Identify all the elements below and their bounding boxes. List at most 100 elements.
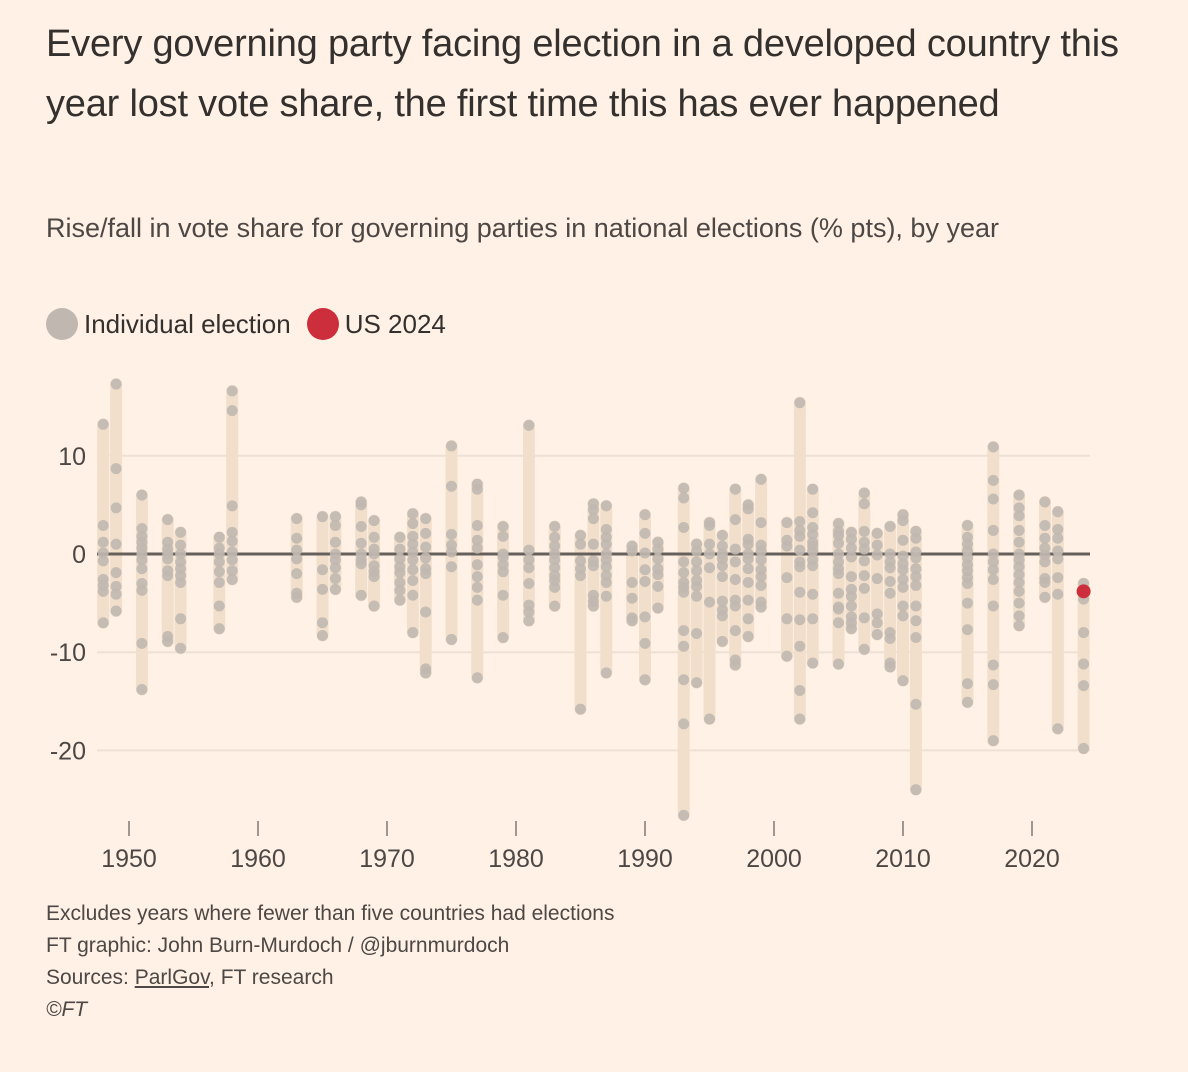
copyright: ©FT (46, 998, 88, 1021)
data-point-1975 (446, 546, 457, 558)
data-point-2010 (897, 581, 909, 593)
data-point-1958 (226, 565, 238, 577)
data-point-2019 (1013, 585, 1025, 597)
highlight-point-us-2024 (1076, 584, 1091, 599)
data-point-2005 (833, 529, 844, 541)
data-point-1957 (213, 566, 225, 578)
data-point-2019 (1013, 569, 1025, 581)
data-point-1965 (317, 583, 328, 595)
data-point-1993 (678, 521, 690, 533)
data-point-1971 (394, 584, 406, 596)
data-point-1990 (639, 575, 651, 587)
data-point-2011 (910, 579, 922, 591)
data-point-1968 (355, 558, 367, 570)
data-point-1999 (755, 579, 767, 591)
data-point-1991 (652, 569, 664, 581)
data-point-1991 (652, 543, 664, 555)
data-point-2007 (858, 525, 870, 537)
data-point-2017 (987, 679, 999, 691)
parlgov-link[interactable]: ParlGov (134, 966, 210, 989)
y-tick-label: 10 (58, 443, 86, 471)
legend-item-individual: Individual election (46, 308, 291, 340)
legend: Individual election US 2024 (46, 308, 462, 340)
data-point-2022 (1052, 723, 1064, 735)
data-point-1963 (291, 591, 303, 603)
data-point-2024 (1078, 658, 1090, 670)
data-point-1963 (291, 513, 303, 525)
data-point-1986 (587, 538, 599, 550)
data-point-1998 (742, 563, 754, 575)
data-point-1989 (626, 545, 638, 557)
data-point-2005 (833, 603, 844, 615)
data-point-2007 (858, 487, 870, 499)
data-point-1953 (162, 570, 174, 582)
data-point-2003 (807, 545, 819, 557)
data-point-1966 (329, 554, 341, 566)
footnote: Excludes years where fewer than five cou… (46, 902, 615, 925)
data-point-1994 (691, 580, 703, 592)
data-point-2005 (833, 518, 844, 530)
data-point-2017 (987, 524, 999, 536)
data-points (97, 378, 1090, 821)
data-point-2022 (1052, 506, 1064, 518)
data-point-2002 (794, 397, 806, 409)
legend-swatch-individual-icon (46, 308, 78, 340)
data-point-1975 (446, 440, 457, 452)
data-point-2009 (884, 661, 896, 673)
data-point-2005 (833, 658, 844, 670)
data-point-2002 (794, 684, 806, 696)
data-point-1995 (704, 596, 715, 608)
data-point-2015 (962, 624, 973, 636)
data-point-2011 (910, 552, 922, 564)
data-point-2011 (910, 615, 922, 627)
data-point-2017 (987, 441, 999, 453)
data-point-1979 (497, 566, 509, 578)
data-point-1957 (213, 600, 225, 612)
data-point-2022 (1052, 588, 1064, 600)
data-point-1966 (329, 573, 341, 585)
data-point-1987 (600, 538, 612, 550)
data-point-1987 (600, 590, 612, 602)
data-point-1971 (394, 531, 406, 543)
data-point-1996 (716, 595, 728, 607)
data-point-1972 (407, 627, 419, 639)
data-point-2002 (794, 516, 806, 528)
data-point-1996 (716, 610, 728, 622)
data-point-1963 (291, 568, 303, 580)
data-point-1998 (742, 538, 754, 550)
data-point-2010 (897, 515, 909, 527)
data-point-2019 (1013, 576, 1025, 588)
data-point-1975 (446, 480, 457, 492)
data-point-1948 (97, 547, 109, 559)
data-point-1983 (549, 521, 561, 533)
data-point-1997 (729, 659, 741, 671)
data-point-2015 (962, 696, 973, 708)
data-point-1994 (691, 545, 703, 557)
legend-label-us-2024: US 2024 (344, 308, 446, 339)
y-axis: 10 0 -10 -20 (50, 443, 86, 766)
data-point-1973 (420, 667, 432, 679)
data-point-1977 (471, 520, 483, 532)
data-point-2009 (884, 548, 896, 560)
data-point-2006 (845, 623, 857, 635)
data-point-2003 (807, 528, 819, 540)
data-point-1983 (549, 540, 561, 552)
data-point-1986 (587, 504, 599, 516)
data-point-1993 (678, 640, 690, 652)
data-point-1957 (213, 576, 225, 588)
data-point-1979 (497, 589, 509, 601)
data-point-1993 (678, 625, 690, 637)
data-point-2017 (987, 600, 999, 612)
data-point-2001 (781, 613, 793, 625)
data-point-1954 (175, 642, 187, 654)
data-point-2021 (1039, 520, 1051, 532)
data-point-2003 (807, 613, 819, 625)
data-point-1977 (471, 542, 483, 554)
highlight-point-group (1076, 584, 1091, 599)
data-point-1966 (329, 511, 341, 523)
data-point-2022 (1052, 523, 1064, 535)
data-point-1954 (175, 576, 187, 588)
data-point-1993 (678, 674, 690, 686)
data-point-1994 (691, 628, 703, 640)
data-point-2007 (858, 570, 870, 582)
